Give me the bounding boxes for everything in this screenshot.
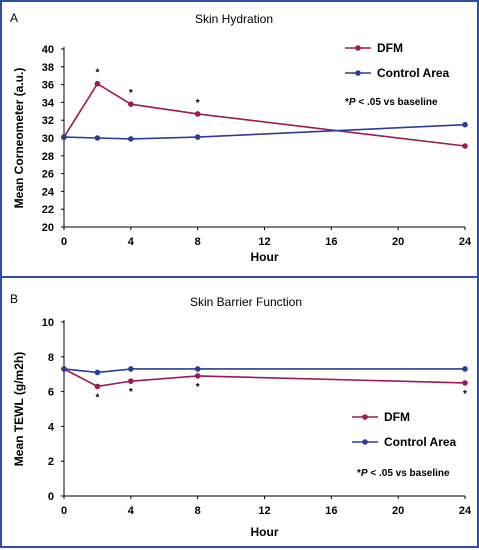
significance-note: *P < .05 vs baseline: [345, 97, 438, 108]
note-prefix: *: [345, 97, 349, 108]
x-tick-label: 8: [195, 236, 201, 248]
data-point: [94, 80, 101, 87]
y-tick-label: 10: [42, 317, 54, 329]
chart-title: Skin Hydration: [195, 12, 273, 26]
x-tick-label: 16: [325, 236, 337, 248]
data-point: [194, 373, 201, 379]
x-tick-label: 4: [128, 505, 135, 517]
significance-note: *P < .05 vs baseline: [357, 468, 450, 479]
y-tick-label: 20: [42, 222, 54, 234]
panel-letter: A: [10, 11, 18, 25]
y-tick-label: 8: [48, 352, 54, 364]
data-point: [128, 136, 134, 142]
x-tick-label: 24: [459, 236, 472, 248]
x-tick-label: 24: [459, 505, 472, 517]
significance-marker: *: [129, 88, 133, 99]
legend-marker: [355, 45, 361, 51]
data-point: [194, 366, 201, 372]
x-tick-label: 20: [392, 505, 404, 517]
chart-title: Skin Barrier Function: [190, 295, 302, 309]
y-tick-label: 36: [42, 80, 54, 92]
y-tick-label: 40: [42, 44, 54, 56]
data-point: [462, 366, 468, 372]
significance-marker: *: [129, 387, 133, 398]
y-tick-label: 32: [42, 115, 54, 127]
significance-marker: *: [196, 382, 200, 393]
y-tick-label: 28: [42, 151, 54, 163]
panel-letter: B: [10, 292, 18, 306]
y-axis-label: Mean Corneometer (a.u.): [12, 68, 26, 209]
y-tick-label: 6: [48, 387, 54, 399]
x-tick-label: 8: [195, 505, 201, 517]
legend-marker: [362, 414, 368, 420]
note-prefix: *: [357, 468, 361, 479]
x-tick-label: 16: [325, 505, 337, 517]
y-tick-label: 4: [48, 421, 55, 433]
data-point: [61, 134, 67, 140]
data-point: [462, 143, 468, 149]
legend-marker: [355, 70, 361, 76]
significance-marker: *: [95, 392, 99, 403]
significance-marker: *: [95, 68, 99, 79]
data-point: [462, 380, 468, 386]
data-point: [128, 101, 134, 107]
note-suffix: < .05 vs baseline: [368, 468, 450, 479]
data-point: [61, 366, 67, 372]
note-p: P: [349, 97, 356, 108]
series-line: [63, 368, 466, 388]
y-tick-label: 0: [48, 491, 54, 503]
chart-panel-a: A Skin Hydration 20 22 24 26 28 30 32 34 36 38 40 0 4 8…: [10, 11, 472, 264]
x-tick-label: 12: [258, 236, 270, 248]
x-tick-label: 4: [128, 236, 135, 248]
x-tick-label: 12: [258, 505, 270, 517]
y-tick-label: 34: [42, 97, 55, 109]
data-point: [94, 135, 101, 141]
y-tick-label: 22: [42, 204, 54, 216]
data-point: [94, 383, 101, 390]
y-tick-label: 26: [42, 169, 54, 181]
x-axis-label: Hour: [251, 250, 279, 264]
note-suffix: < .05 vs baseline: [356, 97, 438, 108]
x-tick-label: 0: [61, 236, 67, 248]
legend-marker: [362, 439, 368, 445]
y-tick-label: 24: [42, 186, 55, 198]
data-point: [462, 121, 468, 128]
x-tick-label: 20: [392, 236, 404, 248]
significance-marker: *: [463, 389, 467, 400]
legend-label: Control Area: [377, 66, 450, 80]
panel-divider: [2, 276, 477, 278]
legend-label: DFM: [377, 41, 403, 55]
data-point: [128, 378, 134, 384]
y-tick-label: 2: [48, 456, 54, 468]
legend-label: DFM: [384, 410, 410, 424]
data-point: [94, 369, 101, 376]
x-tick-label: 0: [61, 505, 67, 517]
data-point: [128, 366, 134, 372]
note-p: P: [361, 468, 368, 479]
y-tick-label: 30: [42, 133, 54, 145]
data-point: [194, 134, 201, 140]
series-line: [63, 82, 466, 147]
significance-marker: *: [196, 98, 200, 109]
y-tick-label: 38: [42, 62, 54, 74]
x-axis-label: Hour: [251, 525, 279, 539]
data-point: [194, 111, 201, 117]
series-line: [63, 123, 466, 140]
series-line: [63, 368, 465, 374]
legend-label: Control Area: [384, 435, 457, 449]
y-axis-label: Mean TEWL (g/m2h): [12, 352, 26, 466]
